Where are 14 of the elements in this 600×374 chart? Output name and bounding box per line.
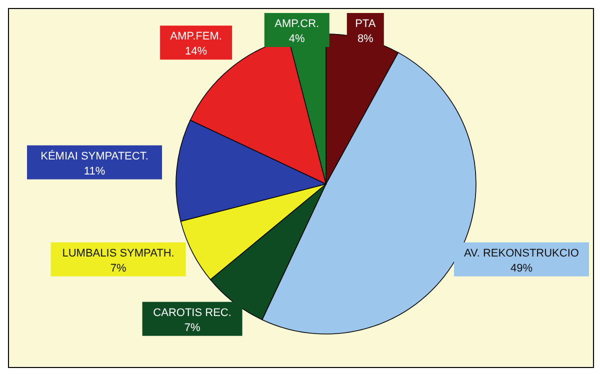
data-label: 49% (510, 262, 533, 274)
data-label: 11% (84, 165, 106, 178)
slice-label: LUMBALIS SYMPATH. (62, 247, 174, 260)
slice-label: AMP.CR. (274, 18, 320, 30)
slice-label: CAROTIS REC. (153, 306, 232, 319)
data-label: 7% (110, 262, 126, 274)
slice-label: KÉMIAI SYMPATECT. (40, 149, 148, 162)
slice-label: PTA (355, 18, 376, 30)
data-label: 7% (184, 322, 200, 334)
data-label: 4% (288, 33, 306, 45)
slice-label: AMP.FEM. (170, 30, 222, 43)
slice-label: AV. REKONSTRUKCIO (464, 247, 580, 260)
data-label: 14% (185, 46, 208, 58)
data-label: 8% (357, 33, 374, 45)
